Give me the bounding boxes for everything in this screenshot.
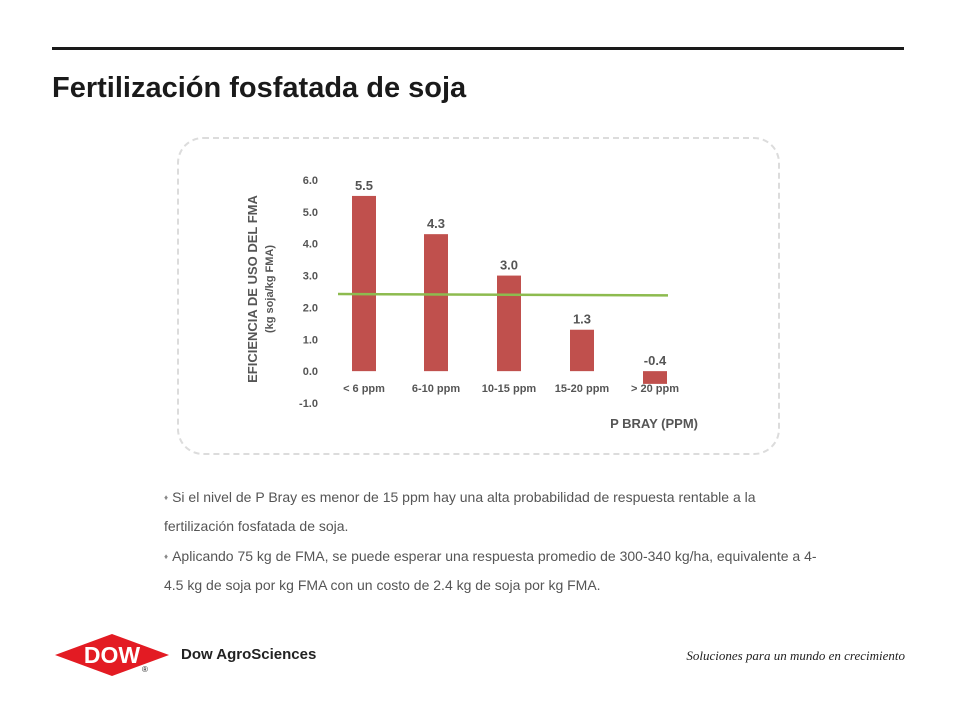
- y-tick-label: 6.0: [303, 175, 318, 187]
- x-tick-label: > 20 ppm: [631, 383, 679, 395]
- bullet-item: ♦ Si el nivel de P Bray es menor de 15 pp…: [164, 483, 824, 540]
- data-label: 1.3: [573, 312, 591, 327]
- bar: [352, 195, 376, 372]
- bar: [497, 275, 521, 372]
- data-label: 5.5: [355, 178, 373, 193]
- dow-diamond-icon: [55, 634, 169, 676]
- bullet-item: ♦ Aplicando 75 kg de FMA, se puede espera…: [164, 542, 824, 599]
- bullet-text: Si el nivel de P Bray es menor de 15 ppm…: [164, 489, 756, 534]
- dow-logo: DOW ®: [55, 634, 169, 676]
- y-tick-label: 2.0: [303, 302, 318, 314]
- bullet-icon: ♦: [164, 493, 169, 502]
- y-tick-label: 1.0: [303, 334, 318, 346]
- y-axis-title: EFICIENCIA DE USO DEL FMA: [245, 194, 260, 382]
- x-tick-label: 10-15 ppm: [482, 383, 537, 395]
- page-title: Fertilización fosfatada de soja: [52, 72, 467, 104]
- reference-line: [337, 292, 669, 297]
- chart-frame: [177, 137, 780, 455]
- x-tick-label: 6-10 ppm: [412, 383, 461, 395]
- bullet-list: ♦ Si el nivel de P Bray es menor de 15 pp…: [164, 483, 824, 601]
- x-tick-label: 15-20 ppm: [555, 383, 610, 395]
- y-tick-label: -1.0: [299, 398, 318, 410]
- bar: [570, 329, 594, 372]
- tagline: Soluciones para un mundo en crecimiento: [686, 648, 905, 663]
- bar: [643, 371, 667, 384]
- registered-mark: ®: [142, 665, 148, 674]
- company-name: Dow AgroSciences: [181, 646, 317, 663]
- bullet-icon: ♦: [164, 552, 169, 561]
- y-tick-label: 5.0: [303, 207, 318, 219]
- x-tick-label: < 6 ppm: [343, 383, 385, 395]
- dow-logo-text: DOW: [84, 642, 141, 668]
- y-tick-label: 4.0: [303, 239, 318, 251]
- top-rule: [52, 47, 904, 50]
- data-label: -0.4: [644, 353, 667, 368]
- bullet-text: Aplicando 75 kg de FMA, se puede esperar…: [164, 548, 817, 593]
- y-tick-label: 3.0: [303, 271, 318, 283]
- y-axis-subtitle: (kg soja/kg FMA): [264, 245, 276, 333]
- x-axis-title: P BRAY (PPM): [610, 416, 698, 431]
- data-label: 4.3: [427, 216, 445, 231]
- y-tick-label: 0.0: [303, 366, 318, 378]
- data-label: 3.0: [500, 258, 518, 273]
- bar: [424, 234, 448, 372]
